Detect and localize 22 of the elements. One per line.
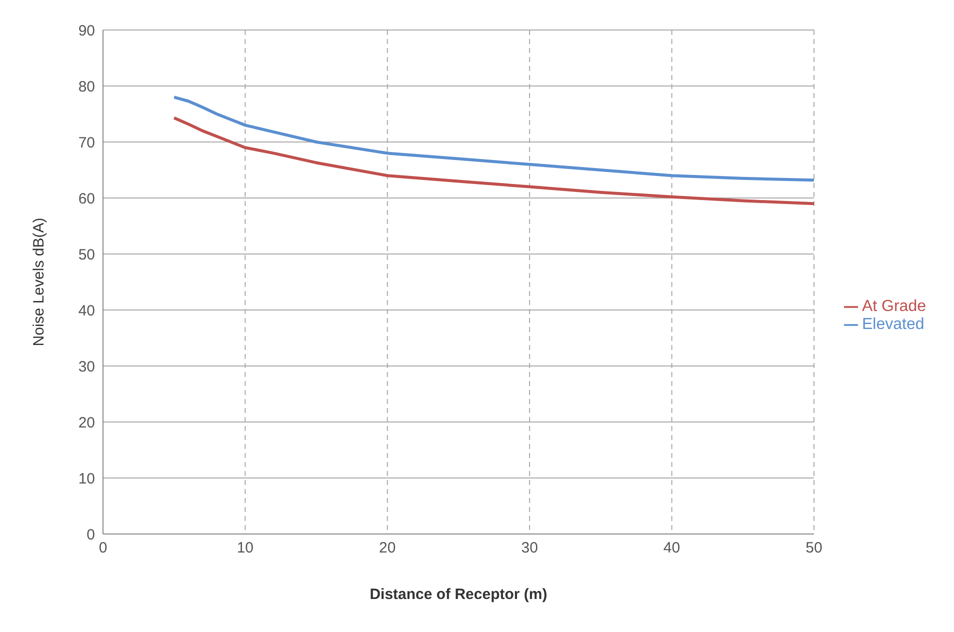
y-axis-title: Noise Levels dB(A) (30, 218, 48, 346)
x-tick-label: 0 (98, 540, 108, 557)
x-tick-label: 20 (379, 540, 396, 557)
line-series (172, 96, 814, 182)
x-tick-label: 50 (806, 540, 822, 557)
y-tick-label: 90 (78, 22, 95, 40)
y-tick-label: 60 (78, 190, 95, 208)
y-tick-label: 20 (78, 414, 95, 432)
x-tick-label: 40 (663, 540, 680, 557)
legend-label: At Grade (862, 298, 926, 315)
y-tick-label: 10 (78, 470, 95, 488)
legend-label: Elevated (862, 316, 924, 333)
line-series (172, 116, 814, 206)
y-tick-label: 70 (78, 134, 95, 152)
x-tick-label: 30 (521, 540, 538, 557)
y-tick-label: 50 (78, 246, 95, 264)
y-tick-label: 0 (86, 526, 95, 544)
y-tick-label: 80 (78, 78, 95, 96)
x-axis-title: Distance of Receptor (m) (370, 586, 548, 603)
y-tick-label: 40 (78, 302, 95, 320)
x-tick-label: 10 (236, 540, 254, 557)
y-tick-label: 30 (78, 358, 95, 376)
